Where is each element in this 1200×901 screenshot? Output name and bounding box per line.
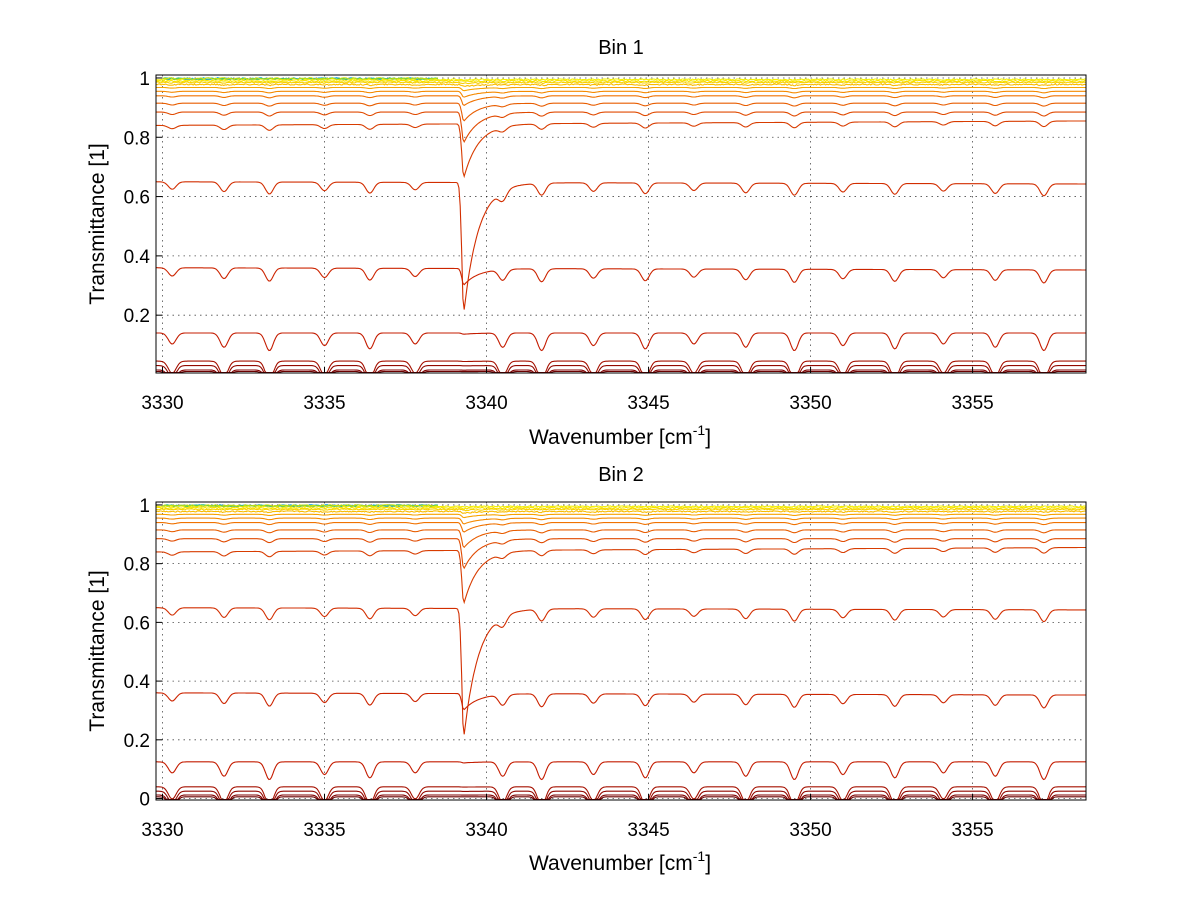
spectrum-line-17 [156, 796, 1086, 801]
y-tick-label: 0.4 [124, 672, 151, 693]
spectrum-line-3 [155, 508, 1087, 512]
bin-1-x-ticks: 3330 3335 3340 3345 3350 3355 [141, 367, 994, 414]
spectrum-line-8 [156, 529, 1086, 549]
bin-1-title: Bin 1 [598, 37, 644, 59]
spectrum-line-10 [156, 546, 1086, 605]
bin-1-series [155, 77, 1087, 374]
spectrum-line-13 [156, 761, 1086, 781]
spectrum-line-14 [156, 786, 1086, 801]
y-tick-label: 0.6 [124, 613, 150, 634]
x-tick-label: 3330 [141, 393, 183, 414]
x-tick-label: 3330 [141, 820, 183, 841]
bin-2-series [155, 504, 1087, 801]
spectrum-line-5 [156, 513, 1086, 519]
x-tick-label: 3355 [951, 393, 993, 414]
spectrum-line-15 [156, 790, 1086, 801]
x-tick-label: 3345 [627, 820, 669, 841]
bin-1-axes-frame [155, 74, 1087, 374]
y-tick-label: 0.6 [124, 188, 150, 209]
spectrum-line-16 [156, 794, 1086, 801]
y-tick-label: 0.8 [124, 128, 150, 149]
spectrum-line-2 [156, 506, 1087, 510]
bin-2-grid [156, 502, 1086, 800]
spectrum-line-5 [156, 86, 1086, 92]
spectrum-line-1 [155, 78, 1087, 81]
y-tick-label: 0 [139, 790, 150, 811]
spectrum-line-6 [156, 517, 1086, 525]
spectrum-line-3 [155, 81, 1087, 85]
spectrum-line-10 [156, 120, 1086, 179]
spectrum-line-4 [155, 510, 1086, 515]
y-tick-label: 1 [139, 496, 150, 517]
bin-2-axes-frame [155, 501, 1087, 801]
x-tick-label: 3340 [465, 393, 507, 414]
bin-1-y-axis-label: Transmittance [1] [86, 143, 109, 304]
bin-1-y-ticks: 0.2 0.4 0.6 0.8 1 [124, 69, 162, 327]
spectrum-line-4 [155, 83, 1087, 87]
bin-2-title: Bin 2 [598, 464, 644, 486]
bin-2-panel: Bin 2 0 0.2 0.4 0.6 0.8 1 3330 3335 3340 3345 335… [86, 464, 1087, 875]
spectrum-line-7 [156, 522, 1086, 533]
y-tick-label: 0.4 [124, 247, 151, 268]
spectrum-line-8 [156, 102, 1086, 122]
spectrum-line-1 [155, 505, 1087, 508]
y-tick-label: 0.8 [124, 555, 150, 576]
noise-trace-3 [162, 77, 438, 80]
x-tick-label: 3335 [303, 820, 345, 841]
spectrum-line-11 [156, 607, 1086, 735]
spectrum-line-6 [156, 90, 1086, 98]
x-tick-label: 3350 [789, 820, 831, 841]
spectrum-line-12 [156, 267, 1086, 286]
bin-2-x-axis-label: Wavenumber [cm-1] [529, 848, 711, 875]
bin-1-panel: Bin 1 0.2 0.4 0.6 0.8 1 3330 3335 3340 3345 3350… [86, 37, 1087, 449]
spectrum-line-12 [156, 692, 1086, 711]
spectrum-line-9 [156, 538, 1086, 570]
spectrum-line-2 [155, 79, 1087, 83]
spectrum-line-7 [156, 95, 1086, 106]
bin-1-grid [156, 75, 1086, 373]
spectrum-line-9 [156, 111, 1086, 143]
spectrum-line-13 [156, 332, 1086, 352]
x-tick-label: 3335 [303, 393, 345, 414]
spectrum-line-15 [156, 365, 1086, 374]
spectrum-line-16 [156, 369, 1086, 374]
x-tick-label: 3340 [465, 820, 507, 841]
spectrum-line-11 [155, 181, 1086, 310]
y-tick-label: 1 [139, 69, 150, 90]
x-tick-label: 3345 [627, 393, 669, 414]
spectrum-line-17 [156, 370, 1086, 374]
y-tick-label: 0.2 [124, 306, 150, 327]
spectrum-line-14 [156, 360, 1086, 374]
bin-2-x-ticks: 3330 3335 3340 3345 3350 3355 [141, 794, 994, 841]
bin-1-x-axis-label: Wavenumber [cm-1] [529, 422, 711, 449]
bin-2-y-axis-label: Transmittance [1] [86, 570, 109, 731]
bin-2-y-ticks: 0 0.2 0.4 0.6 0.8 1 [124, 496, 162, 811]
x-tick-label: 3355 [951, 820, 993, 841]
y-tick-label: 0.2 [124, 731, 150, 752]
noise-trace-3 [162, 504, 438, 507]
x-tick-label: 3350 [789, 393, 831, 414]
